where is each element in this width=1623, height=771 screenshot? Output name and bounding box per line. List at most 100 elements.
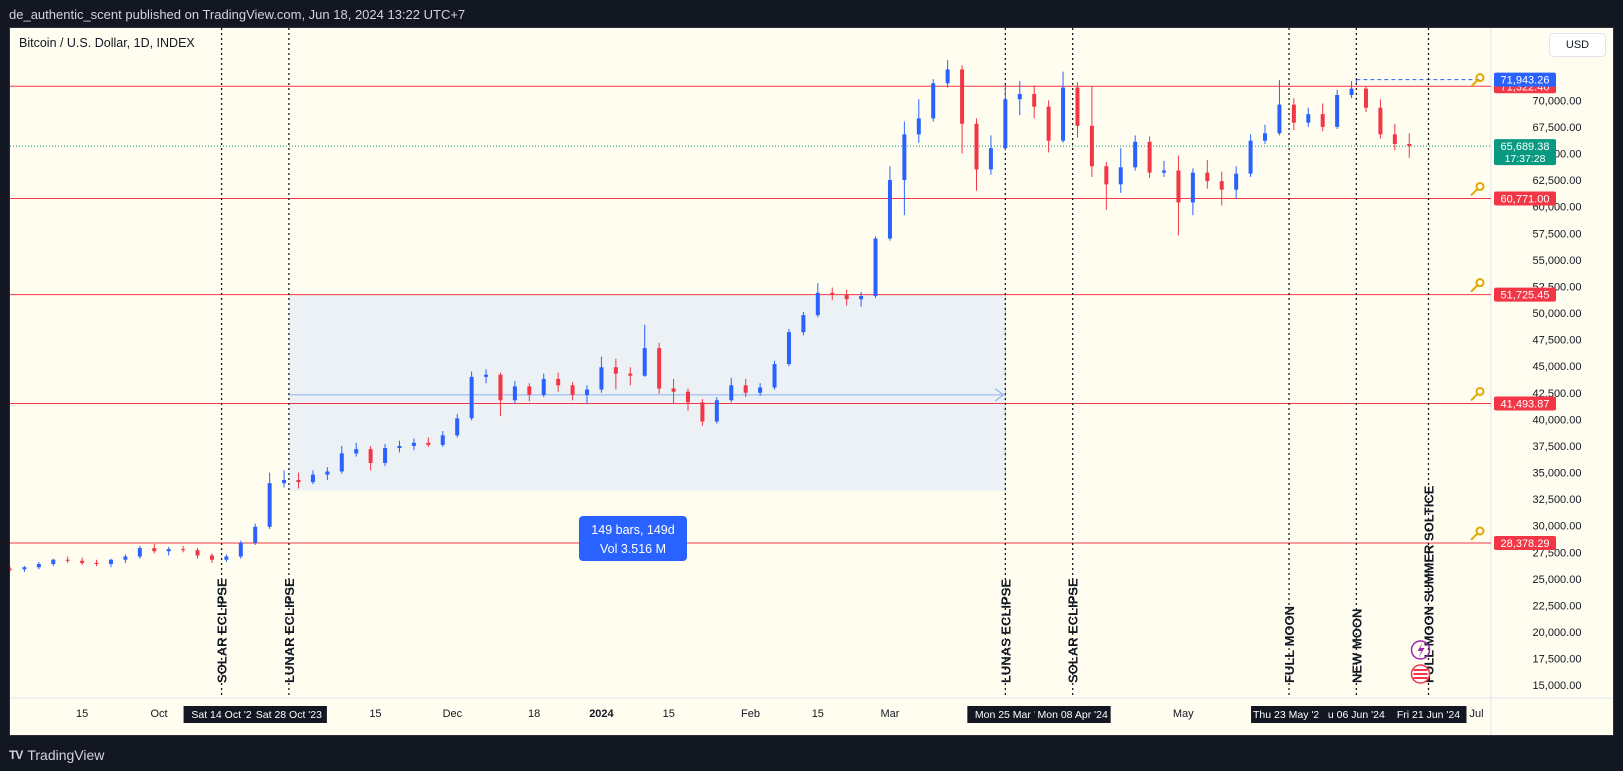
candle-body [137,548,142,557]
candle-body [426,442,431,445]
candle-body [224,556,229,560]
candle-body [1320,114,1325,127]
event-label: SOLAR ECLIPSE [1066,578,1081,683]
level-price-tag-bg [1494,396,1556,411]
candle-body [859,296,864,300]
price-tick-label: 57,500.00 [1533,228,1582,240]
candle-body [585,389,590,395]
candle-body [1392,134,1397,144]
candle-body [1046,106,1051,141]
price-tick-label: 45,000.00 [1533,361,1582,373]
candle-body [1291,104,1296,123]
candle-body [527,386,532,395]
key-icon [1475,386,1485,396]
event-date-tag: Fri 21 Jun '24 [1397,709,1460,721]
publisher-bar: de_authentic_scent published on TradingV… [0,0,1623,27]
tradingview-logo[interactable]: TV TradingView [9,747,104,763]
event-date-tag-bg [1034,706,1111,723]
price-tick-label: 47,500.00 [1533,335,1582,347]
time-tick-label: 15 [663,708,675,720]
event-date-tag-bg [967,706,1044,723]
date-range-selection [288,294,1006,491]
event-label: LUNAS ECLIPSE [998,579,1013,683]
candle-body [873,238,878,296]
candle-body [108,559,113,564]
candle-body [556,378,561,386]
candle-body [1335,95,1340,127]
lightning-icon [1410,640,1431,660]
candle-body [209,555,214,560]
level-price-tag-bg [1494,535,1556,550]
event-date-tag: Mon 25 Mar ' [975,709,1036,721]
price-tick-label: 15,000.00 [1533,680,1582,692]
level-price-tag: 41,493.87 [1501,398,1550,410]
key-icon [1475,526,1485,536]
candle-body [916,118,921,135]
us-flag-stripe [1413,673,1428,675]
candle-body [1248,140,1253,174]
price-tick-label: 27,500.00 [1533,547,1582,559]
event-label: SOLAR ECLIPSE [215,578,230,683]
price-tick-label: 62,500.00 [1533,175,1582,187]
candle-body [181,549,186,551]
candle-body [772,364,777,388]
date-range-arrow-head [994,388,1005,402]
candle-body [1104,166,1109,185]
candle-body [758,387,763,393]
candle-body [36,564,41,568]
candle-body [1205,172,1210,182]
candle-body [685,391,690,403]
candle-body [1075,87,1080,126]
price-chart[interactable]: SOLAR ECLIPSE LUNAR ECLIPSE LUNAS ECLIPSE S… [10,28,1614,736]
time-tick-label: Oct [150,708,167,720]
price-tick-label: 70,000.00 [1533,95,1582,107]
us-flag-stripe [1413,669,1428,671]
currency-button[interactable]: USD [1549,33,1606,57]
candle-body [945,69,950,84]
event-label: LUNAR ECLIPSE [282,578,297,683]
countdown-tag: 17:37:28 [1505,153,1546,165]
event-date-tag-bg [1251,706,1328,723]
candle-body [397,445,402,449]
candle-body [960,69,965,124]
tradingview-icon: TV [9,748,23,762]
candle-body [1306,114,1311,123]
candle-body [455,418,460,436]
event-date-tag: Sat 14 Oct '2 [191,709,252,721]
candle-body [902,134,907,181]
us-flag-stripe [1413,677,1428,679]
candle-body [1277,104,1282,134]
key-icon [1475,73,1485,83]
current-price-tag: 65,689.38 [1501,141,1550,153]
candle-body [267,483,272,527]
candle-body [310,474,315,483]
chart-area[interactable]: SOLAR ECLIPSE LUNAR ECLIPSE LUNAS ECLIPSE S… [9,27,1614,736]
candle-body [931,83,936,119]
time-tick-label: Dec [443,708,463,720]
price-tick-label: 32,500.00 [1533,494,1582,506]
candle-body [801,315,806,333]
current-price-tag-bg [1494,139,1556,166]
candle-body [123,556,128,560]
price-tick-label: 50,000.00 [1533,308,1582,320]
candle-body [1133,141,1138,168]
candle-body [22,567,27,570]
candle-body [830,292,835,295]
key-icon-shaft [1470,393,1478,402]
candle-body [166,549,171,552]
price-tick-label: 22,500.00 [1533,600,1582,612]
price-tick-label: 25,000.00 [1533,574,1582,586]
candle-body [10,568,12,570]
price-tick-label: 67,500.00 [1533,122,1582,134]
candle-body [1089,125,1094,167]
candle-body [512,386,517,401]
candle-body [498,374,503,401]
time-tick-label: 15 [369,708,381,720]
symbol-title: Bitcoin / U.S. Dollar, 1D, INDEX [19,36,195,50]
candle-body [657,348,662,389]
measure-bars-text: 149 bars, 149d [591,523,675,537]
candle-body [296,479,301,483]
event-date-tag: u 06 Jun '24 [1328,709,1385,721]
time-tick-label: Feb [741,708,760,720]
candle-body [1162,170,1167,173]
